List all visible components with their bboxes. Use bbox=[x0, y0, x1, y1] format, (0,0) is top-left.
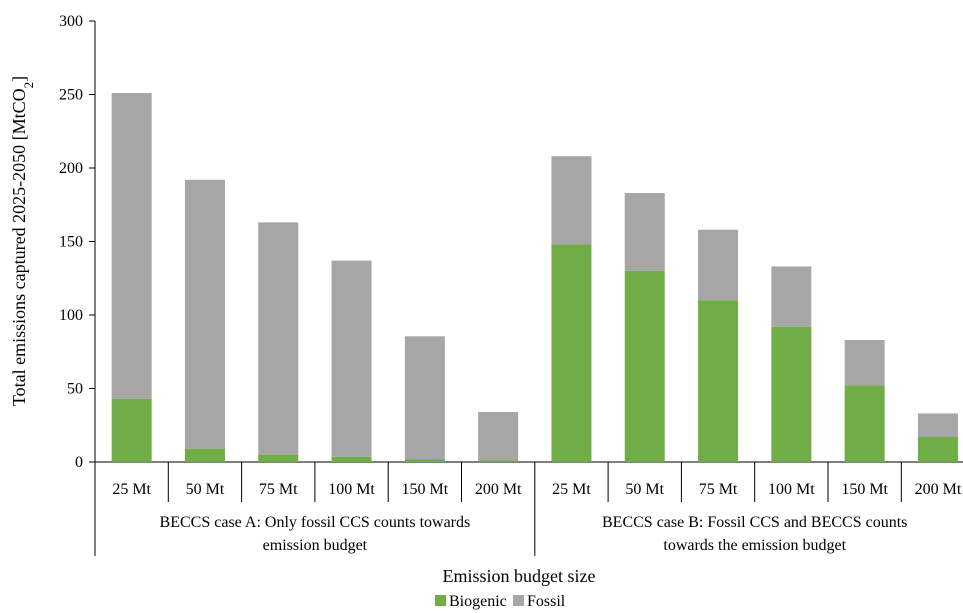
x-tick-label: 100 Mt bbox=[768, 481, 815, 498]
bar-fossil bbox=[844, 339, 885, 386]
legend-label-biogenic: Biogenic bbox=[449, 593, 507, 610]
bar-fossil bbox=[111, 93, 152, 399]
x-tick-label: 200 Mt bbox=[475, 481, 522, 498]
bar-fossil bbox=[917, 413, 958, 438]
x-tick-label: 150 Mt bbox=[841, 481, 888, 498]
y-tick-label: 100 bbox=[59, 307, 83, 324]
y-tick-label: 200 bbox=[59, 160, 83, 177]
x-axis-title: Emission budget size bbox=[443, 566, 596, 586]
x-tick-label: 200 Mt bbox=[915, 481, 962, 498]
bar-biogenic bbox=[184, 448, 225, 462]
group-label: BECCS case A: Only fossil CCS counts tow… bbox=[160, 514, 471, 531]
bar-fossil bbox=[184, 179, 225, 449]
x-tick-label: 25 Mt bbox=[552, 481, 591, 498]
x-tick-label: 75 Mt bbox=[259, 481, 298, 498]
x-tick-label: 50 Mt bbox=[625, 481, 664, 498]
bar-fossil bbox=[478, 412, 519, 461]
x-tick-label: 50 Mt bbox=[186, 481, 225, 498]
y-tick-label: 300 bbox=[59, 13, 83, 30]
bar-fossil bbox=[258, 222, 299, 455]
x-tick-label: 25 Mt bbox=[112, 481, 151, 498]
group-label: BECCS case B: Fossil CCS and BECCS count… bbox=[602, 514, 907, 531]
y-axis-title: Total emissions captured 2025-2050 [MtCO… bbox=[9, 76, 36, 406]
y-tick-label: 50 bbox=[67, 381, 83, 398]
x-tick-label: 75 Mt bbox=[699, 481, 738, 498]
bar-biogenic bbox=[404, 459, 445, 462]
bar-biogenic bbox=[258, 454, 299, 462]
legend-label-fossil: Fossil bbox=[527, 593, 566, 610]
bar-fossil bbox=[551, 156, 592, 245]
bar-biogenic bbox=[551, 244, 592, 462]
bar-biogenic bbox=[917, 437, 958, 462]
bar-biogenic bbox=[698, 300, 739, 462]
bar-biogenic bbox=[111, 398, 152, 462]
y-tick-label: 0 bbox=[75, 454, 83, 471]
legend: Biogenic Fossil bbox=[435, 593, 566, 610]
bar-biogenic bbox=[771, 326, 812, 462]
legend-swatch-biogenic bbox=[435, 595, 446, 606]
y-tick-label: 250 bbox=[59, 87, 83, 104]
legend-swatch-fossil bbox=[513, 595, 524, 606]
bar-biogenic bbox=[478, 460, 519, 462]
bar-fossil bbox=[624, 192, 665, 271]
y-tick-label: 150 bbox=[59, 234, 83, 251]
x-tick-label: 100 Mt bbox=[328, 481, 375, 498]
bar-biogenic bbox=[844, 385, 885, 462]
group-label: towards the emission budget bbox=[663, 537, 846, 554]
bar-fossil bbox=[404, 336, 445, 460]
bar-fossil bbox=[698, 229, 739, 301]
x-tick-label: 150 Mt bbox=[402, 481, 449, 498]
plot-area: 0 50 100 150 200 250 300 25 Mt 50 Mt 75 Mt 100 Mt 1… bbox=[59, 13, 963, 556]
bar-fossil bbox=[771, 266, 812, 327]
bar-biogenic bbox=[331, 456, 372, 462]
bar-fossil bbox=[331, 260, 372, 457]
bar-biogenic bbox=[624, 270, 665, 462]
group-label: emission budget bbox=[263, 537, 368, 554]
